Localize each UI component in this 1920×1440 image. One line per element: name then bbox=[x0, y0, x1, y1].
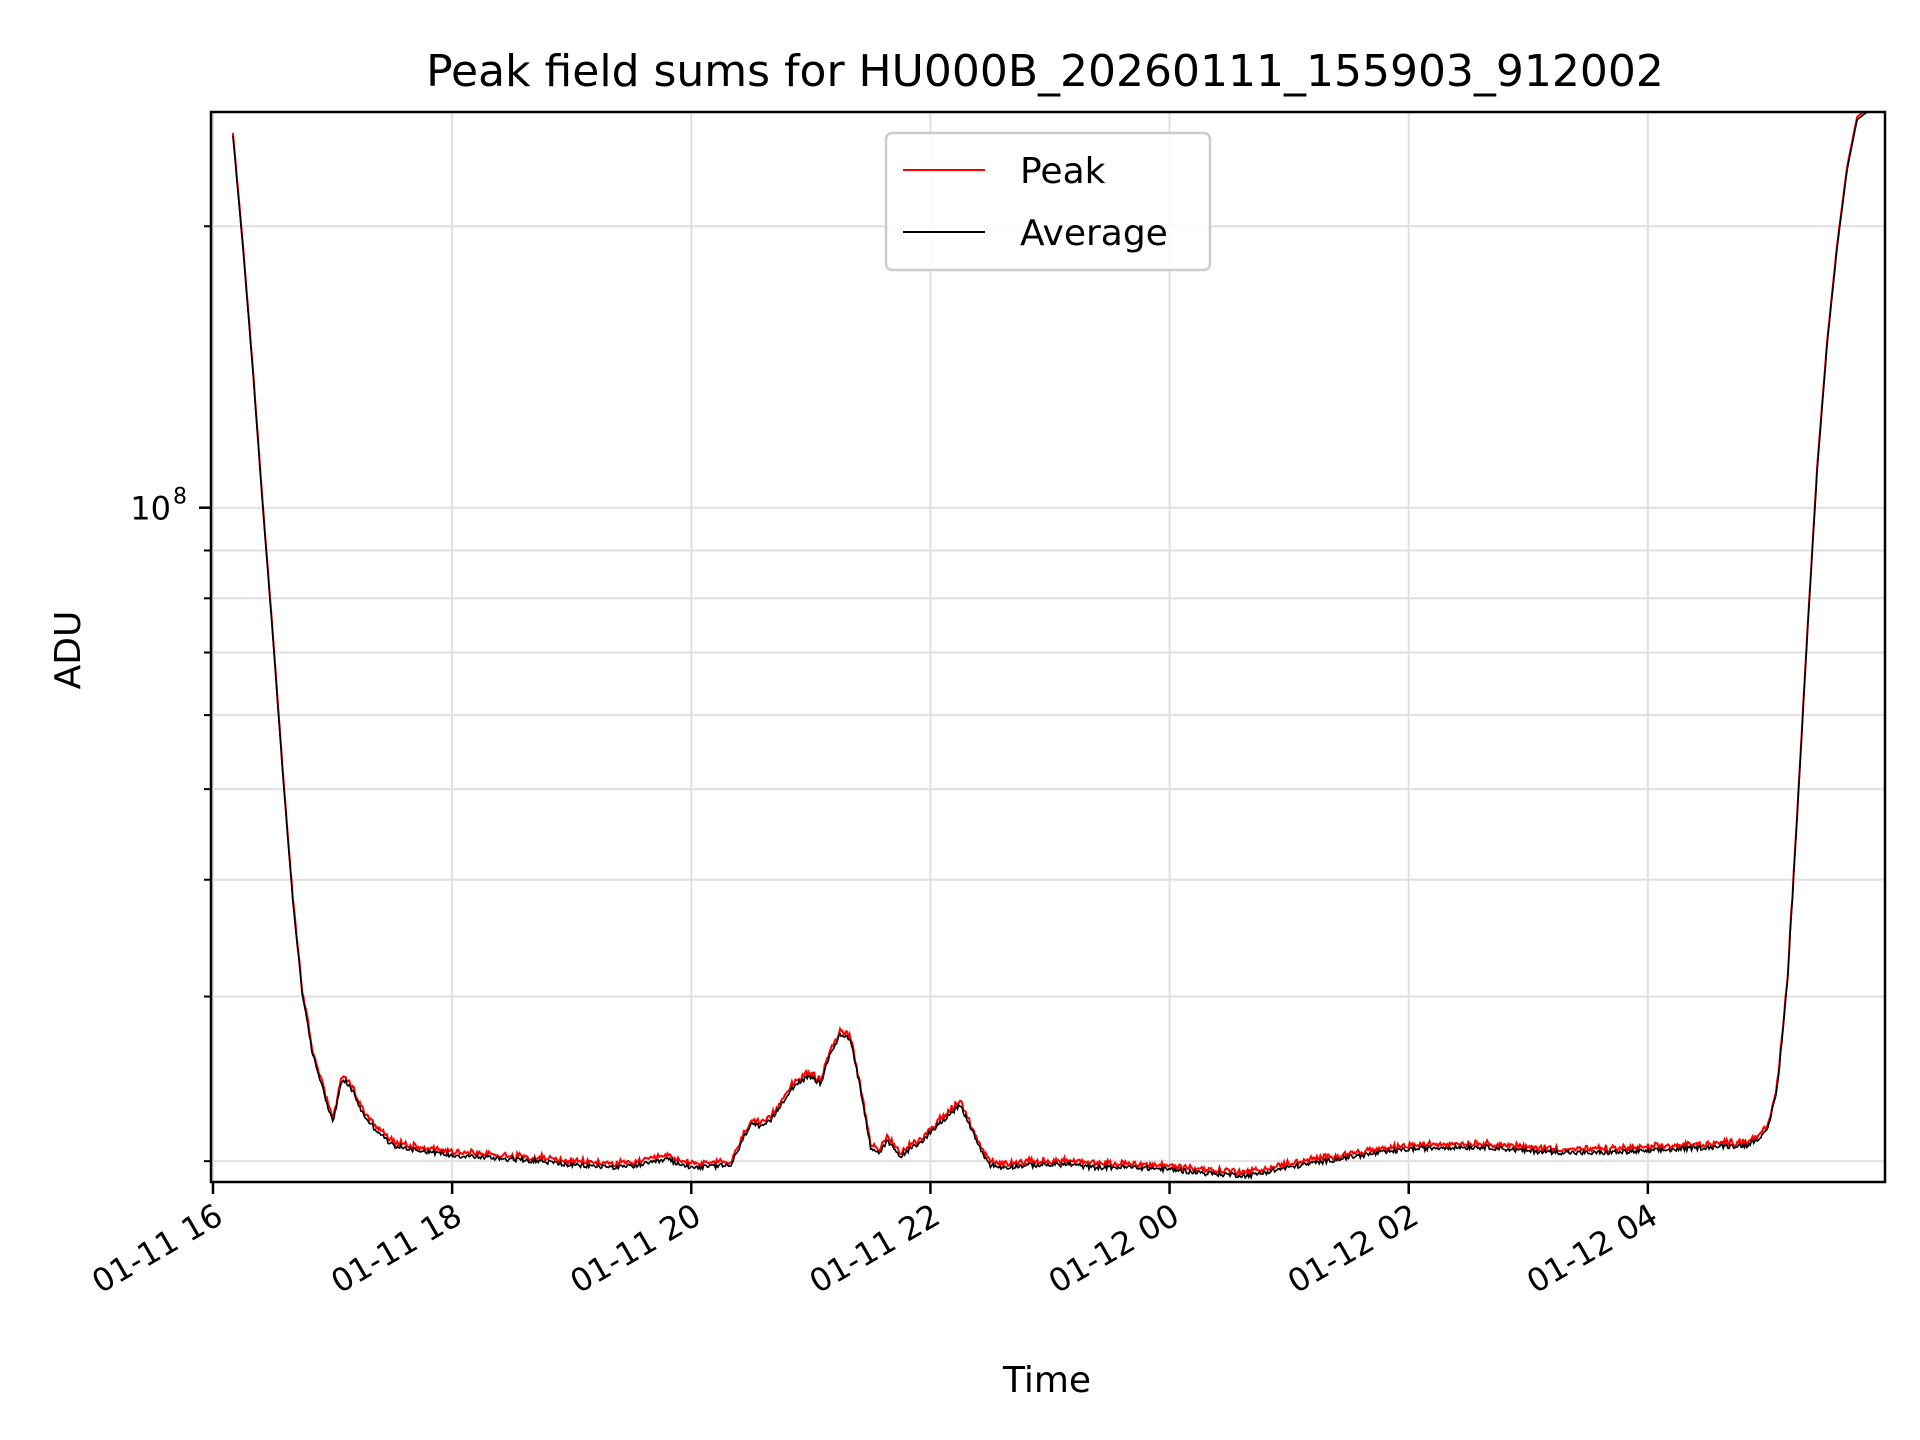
legend-label-peak: Peak bbox=[1020, 151, 1106, 192]
series-line-peak bbox=[231, 111, 1877, 1177]
y-axis-label: ADU bbox=[48, 611, 89, 690]
series-layer bbox=[231, 111, 1877, 1180]
y-tick-exponent: 8 bbox=[173, 485, 187, 510]
legend: Peak Average bbox=[884, 131, 1212, 272]
legend-box bbox=[884, 131, 1212, 272]
chart-title: Peak field sums for HU000B_20260111_1559… bbox=[426, 46, 1664, 97]
plot-frame bbox=[209, 110, 1887, 1184]
series-line-average bbox=[232, 111, 1877, 1180]
gridlines bbox=[211, 112, 1885, 1182]
legend-label-average: Average bbox=[1020, 213, 1168, 254]
y-tick-label: 10 bbox=[130, 490, 171, 528]
x-axis-label: Time bbox=[1002, 1360, 1091, 1401]
